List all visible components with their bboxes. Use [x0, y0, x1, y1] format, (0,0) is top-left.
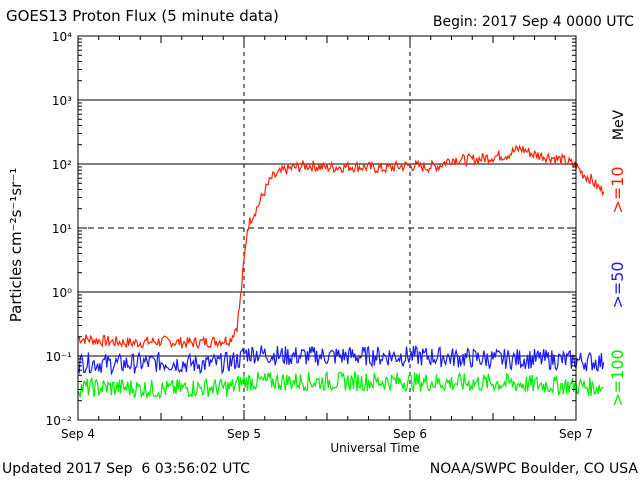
x-tick-label: Sep 5 — [227, 427, 261, 441]
y-tick-label: 10⁰ — [52, 286, 72, 300]
axes: 10⁻² 10⁻¹ 10⁰ 10¹ 10² 10³ 10⁴ Sep 4 Sep 5 Sep 6 Se… — [46, 30, 593, 441]
y-tick-label: 10⁴ — [52, 30, 72, 44]
y-tick-label: 10¹ — [52, 222, 72, 236]
y-tick-label: 10⁻² — [46, 414, 73, 428]
x-tick-label: Sep 4 — [61, 427, 95, 441]
x-tick-label: Sep 6 — [393, 427, 427, 441]
x-axis-label-wrap: Universal Time — [0, 441, 640, 455]
begin-time: Begin: 2017 Sep 4 0000 UTC — [432, 14, 634, 30]
chart-title: GOES13 Proton Flux (5 minute data) — [6, 7, 279, 25]
legend-entry: >=10 — [608, 166, 627, 213]
y-tick-label: 10² — [52, 158, 72, 172]
updated-time: Updated 2017 Sep 6 03:56:02 UTC — [2, 461, 250, 477]
legend-entry: >=50 — [608, 261, 627, 308]
y-tick-label: 10³ — [52, 94, 72, 108]
series-line-100 — [77, 370, 604, 400]
y-tick-label: 10⁻¹ — [46, 350, 73, 364]
series-line-50 — [77, 344, 605, 376]
legend: >=10 >=50 >=100 MeV — [608, 109, 627, 406]
series-group — [77, 144, 605, 400]
credit-text: NOAA/SWPC Boulder, CO USA — [429, 461, 638, 477]
legend-unit: MeV — [611, 109, 627, 140]
series-line-10 — [77, 144, 605, 350]
x-tick-label: Sep 7 — [559, 427, 593, 441]
legend-entry: >=100 — [608, 349, 627, 406]
y-axis-label: Particles cm⁻²s⁻¹sr⁻¹ — [7, 168, 25, 322]
x-axis-label: Universal Time — [330, 441, 420, 455]
